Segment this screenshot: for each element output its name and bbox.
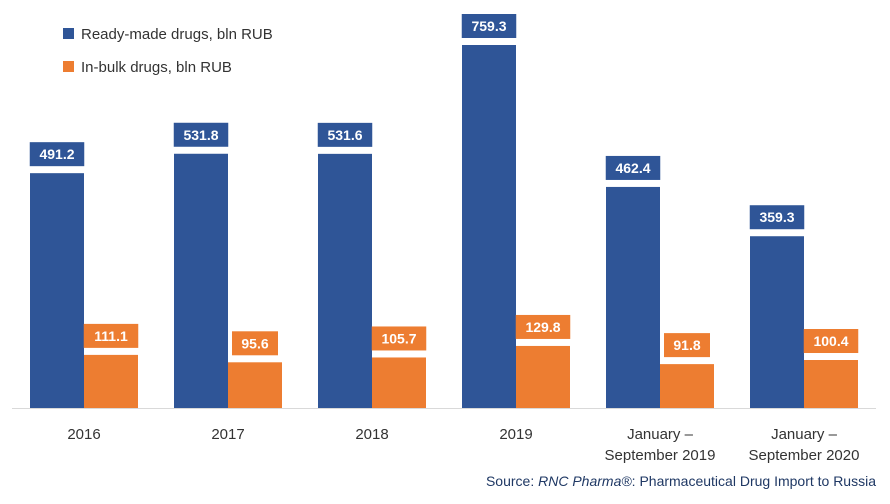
- legend: Ready-made drugs, bln RUB In-bulk drugs, …: [63, 26, 273, 76]
- legend-label-1: Ready-made drugs, bln RUB: [81, 26, 273, 43]
- data-label-s1-c3: 531.6: [327, 127, 362, 143]
- bar-s2-c3: [372, 357, 426, 408]
- x-tick-label-4: 2019: [499, 426, 532, 443]
- bar-s1-c6: [750, 236, 804, 408]
- x-tick-label-5: January – September 2019: [605, 426, 716, 464]
- x-tick-label-6: January – September 2020: [749, 426, 860, 464]
- x-axis-tick-labels: 2016 2017 2018 2019 January – September 2019 J…: [67, 426, 859, 464]
- data-label-s1-c5: 462.4: [615, 160, 650, 176]
- bar-s1-c3: [318, 153, 372, 408]
- data-label-bg-s1-c6: [749, 205, 805, 230]
- bar-s1-c4: [462, 45, 516, 408]
- data-label-bg-s2-c1: [83, 323, 139, 348]
- data-label-s2-c1: 111.1: [94, 328, 128, 344]
- bar-s2-c6: [804, 360, 858, 408]
- data-label-bg-s2-c6: [803, 329, 859, 354]
- data-label-s1-c6: 359.3: [759, 209, 794, 225]
- legend-swatch-1: [63, 28, 74, 39]
- source-prefix: Source:: [486, 473, 538, 489]
- data-label-bg-s2-c2: [232, 331, 278, 356]
- data-label-bg-s2-c5: [664, 333, 710, 358]
- bar-s1-c1: [30, 173, 84, 408]
- data-label-s2-c4: 129.8: [525, 319, 560, 335]
- data-label-s2-c2: 95.6: [241, 335, 268, 351]
- data-label-s1-c2: 531.8: [183, 127, 218, 143]
- data-label-bg-s1-c4: [461, 14, 517, 38]
- source-suffix: : Pharmaceutical Drug Import to Russia: [632, 473, 877, 489]
- bar-s2-c1: [84, 354, 138, 408]
- bar-s2-c2: [228, 362, 282, 408]
- source-brand: RNC Pharma®: [538, 473, 632, 489]
- data-label-bg-s2-c3: [371, 326, 427, 351]
- data-label-bg-s1-c3: [317, 122, 373, 147]
- bar-s1-c2: [174, 153, 228, 408]
- x-tick-label-3: 2018: [355, 426, 388, 443]
- data-label-s2-c6: 100.4: [813, 333, 848, 349]
- data-label-bg-s1-c1: [29, 142, 85, 167]
- data-label-bg-s1-c2: [173, 122, 229, 147]
- legend-label-2: In-bulk drugs, bln RUB: [81, 59, 232, 76]
- data-label-s2-c5: 91.8: [673, 337, 700, 353]
- legend-swatch-2: [63, 61, 74, 72]
- bar-s2-c5: [660, 364, 714, 408]
- x-tick-label-2: 2017: [211, 426, 244, 443]
- source-caption: Source: RNC Pharma®: Pharmaceutical Drug…: [486, 473, 876, 489]
- x-tick-label-1: 2016: [67, 426, 100, 443]
- data-labels: 491.2 111.1 531.8 95.6 531.6 105.7 759.3 129.8 4…: [29, 14, 859, 358]
- bars: [30, 45, 858, 408]
- data-label-s2-c3: 105.7: [381, 330, 416, 346]
- data-label-s1-c4: 759.3: [471, 18, 506, 34]
- bar-s1-c5: [606, 186, 660, 408]
- data-label-bg-s2-c4: [515, 314, 571, 339]
- data-label-s1-c1: 491.2: [39, 146, 74, 162]
- data-label-bg-s1-c5: [605, 155, 661, 180]
- bar-s2-c4: [516, 345, 570, 408]
